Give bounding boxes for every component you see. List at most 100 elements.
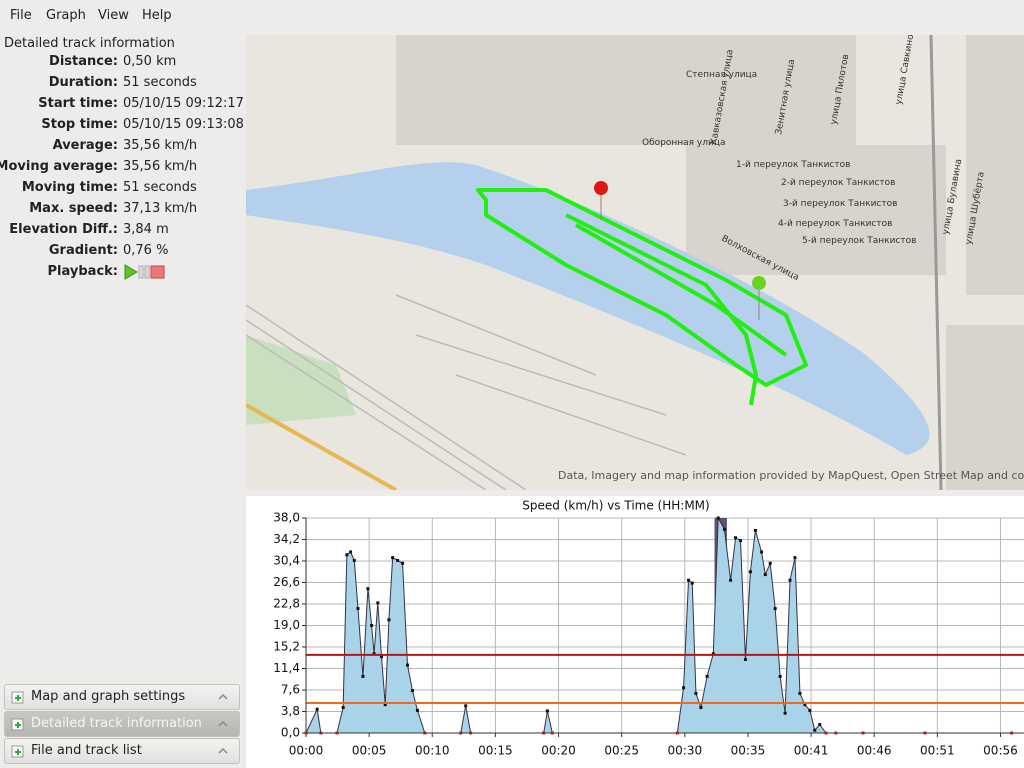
- accordion-label: File and track list: [31, 743, 142, 758]
- row-value: 0,76 %: [123, 243, 169, 258]
- data-point: [739, 539, 743, 543]
- row-label: Elevation Diff.:: [9, 222, 118, 237]
- data-point: [803, 703, 807, 707]
- data-point: [760, 550, 764, 554]
- row-value: 51 seconds: [123, 75, 197, 90]
- x-tick-label: 00:30: [668, 744, 703, 758]
- data-point: [315, 707, 319, 711]
- rail-tracks: [246, 294, 687, 490]
- map-blocks: [396, 35, 1024, 490]
- add-icon: [15, 695, 21, 701]
- accordion-icons: [11, 745, 228, 758]
- menu-item[interactable]: File: [10, 8, 32, 23]
- speed-line: [305, 516, 1012, 734]
- data-point: [753, 528, 757, 532]
- y-tick-label: 38,0: [273, 511, 300, 525]
- data-point: [406, 663, 410, 667]
- stop-button[interactable]: [150, 265, 165, 279]
- chart-title: Speed (km/h) vs Time (HH:MM): [522, 499, 709, 513]
- panel-heading: Detailed track information: [4, 36, 175, 51]
- accordion-header[interactable]: Map and graph settings: [4, 684, 240, 710]
- data-point: [690, 581, 694, 585]
- data-point: [345, 553, 349, 557]
- data-point: [349, 550, 353, 554]
- data-point: [716, 516, 720, 520]
- street-label: Оборонная улица: [642, 138, 726, 148]
- road: [929, 35, 943, 490]
- menu-item[interactable]: Graph: [46, 8, 86, 23]
- info-row: Distance: 0,50 km: [0, 54, 242, 75]
- row-value: 35,56 km/h: [123, 159, 198, 174]
- end-marker[interactable]: [594, 181, 608, 195]
- row-label: Moving average:: [0, 159, 118, 174]
- info-row: Stop time: 05/10/15 09:13:08: [0, 117, 243, 138]
- x-tick-label: 00:46: [857, 744, 892, 758]
- y-tick-label: 11,4: [273, 661, 300, 675]
- speed-area: [306, 518, 1012, 733]
- accordion-header[interactable]: Detailed track information: [4, 711, 240, 737]
- street-label: 2-й переулок Танкистов: [781, 178, 895, 188]
- x-tick-label: 00:10: [415, 744, 450, 758]
- add-icon: [15, 749, 21, 755]
- data-point: [798, 691, 802, 695]
- row-label: Average:: [52, 138, 118, 153]
- gps-track: [476, 188, 808, 406]
- data-point: [694, 691, 698, 695]
- data-point: [818, 723, 822, 727]
- data-point: [793, 556, 797, 560]
- x-tick-label: 00:00: [289, 744, 324, 758]
- chevron: [218, 720, 228, 727]
- x-tick-label: 00:56: [983, 744, 1018, 758]
- pause-button[interactable]: [144, 265, 150, 279]
- data-point: [401, 561, 405, 565]
- x-tick-label: 00:25: [604, 744, 639, 758]
- menu-item[interactable]: Help: [142, 8, 172, 23]
- menu-item[interactable]: View: [98, 8, 129, 23]
- data-point: [341, 706, 345, 710]
- data-point: [383, 703, 387, 707]
- street-label: 3-й переулок Танкистов: [783, 199, 897, 209]
- road: [246, 403, 397, 490]
- data-point: [743, 657, 747, 661]
- data-point: [687, 578, 691, 582]
- street-label: 5-й переулок Танкистов: [802, 236, 916, 246]
- info-row: Start time: 05/10/15 09:12:17: [0, 96, 244, 117]
- data-point: [387, 618, 391, 622]
- add-icon: [15, 722, 21, 728]
- data-point: [352, 558, 356, 562]
- x-tick-label: 00:15: [478, 744, 513, 758]
- start-marker[interactable]: [752, 276, 766, 290]
- info-row: Gradient: 0,76 %: [0, 243, 242, 264]
- data-point: [773, 607, 777, 611]
- accordion-label: Map and graph settings: [31, 689, 186, 704]
- data-point: [370, 624, 374, 627]
- x-tick-label: 00:51: [920, 744, 955, 758]
- row-label: Moving time:: [21, 180, 118, 195]
- row-value: 37,13 km/h: [123, 201, 198, 216]
- row-label: Gradient:: [48, 243, 118, 258]
- y-tick-label: 22,8: [273, 597, 300, 611]
- data-point: [410, 689, 414, 693]
- x-tick-label: 00:35: [731, 744, 766, 758]
- data-point: [415, 708, 419, 712]
- data-point: [545, 709, 549, 713]
- accordion-icons: [11, 691, 228, 704]
- play-button[interactable]: [124, 264, 138, 280]
- y-tick-label: 3,8: [281, 704, 300, 718]
- row-value: 0,50 km: [123, 54, 177, 69]
- menu-bar: File Graph View Help: [0, 0, 1024, 30]
- data-point: [705, 674, 709, 678]
- pause-button[interactable]: [138, 265, 144, 279]
- y-tick-label: 34,2: [273, 532, 300, 546]
- row-label: Playback:: [47, 264, 118, 279]
- data-point: [768, 561, 772, 565]
- y-tick-label: 30,4: [273, 554, 300, 568]
- x-tick-label: 00:05: [352, 744, 387, 758]
- row-label: Stop time:: [41, 117, 118, 132]
- data-point: [711, 652, 715, 656]
- data-point: [376, 601, 380, 605]
- accordion-header[interactable]: File and track list: [4, 738, 240, 764]
- x-tick-label: 00:41: [794, 744, 829, 758]
- map-view[interactable]: Степная улица Оборонная улица 1-й переул…: [246, 35, 1024, 490]
